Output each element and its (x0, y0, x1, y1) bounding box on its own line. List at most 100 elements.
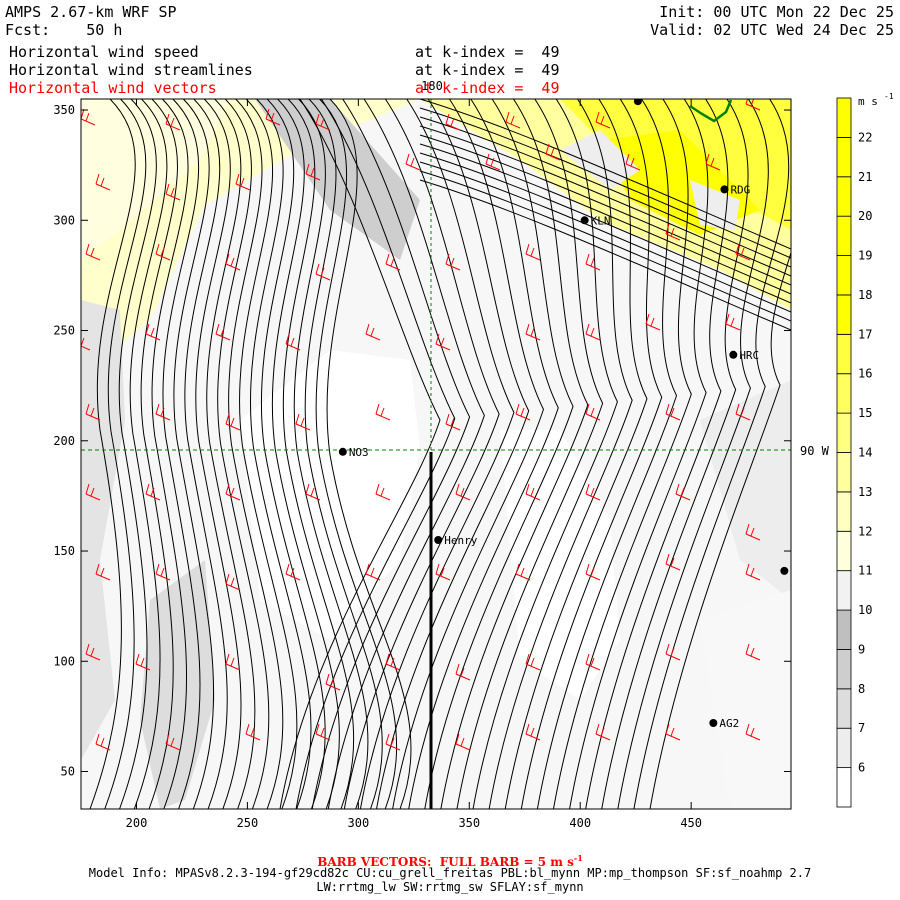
wind-barb (705, 153, 721, 171)
wind-barb (285, 333, 301, 351)
station-marker (780, 566, 789, 575)
streamline (195, 99, 242, 809)
streamline (392, 99, 545, 809)
wind-barb (285, 563, 301, 581)
streamline (419, 152, 791, 304)
streamline (456, 99, 604, 809)
wind-barb (315, 113, 331, 131)
wind-barb (145, 323, 161, 341)
map-panel: NO3 Henry KLN RDG HRC AG2 (81, 99, 791, 809)
x-tick-label: 400 (569, 816, 591, 830)
station-marker (434, 535, 443, 544)
coastline (689, 99, 733, 123)
wind-barb (365, 323, 381, 341)
wind-barb (645, 313, 661, 331)
wind-barb (735, 403, 751, 421)
wind-barb (85, 643, 101, 661)
wind-barb (385, 733, 401, 751)
streamline (419, 161, 791, 313)
streamline (536, 99, 678, 809)
forecast-hour: Fcst: 50 h (5, 21, 123, 39)
colorbar-label: 20 (858, 209, 872, 223)
wind-barb (155, 243, 171, 261)
colorbar-swatch (836, 333, 852, 375)
level-vectors: at k-index = 49 (415, 79, 560, 97)
colorbar-label: 9 (858, 642, 865, 656)
wind-barb (445, 413, 461, 431)
streamline (419, 107, 791, 259)
streamline (601, 99, 749, 809)
streamline (217, 99, 270, 809)
wind-barb (315, 263, 331, 281)
wind-barb (445, 253, 461, 271)
streamline (184, 99, 228, 809)
wind-barb (435, 563, 451, 581)
wind-barb (445, 113, 461, 131)
wind-barb (595, 723, 611, 741)
streamline (419, 170, 791, 322)
streamline (140, 99, 178, 809)
init-time: Init: 00 UTC Mon 22 Dec 25 (659, 3, 894, 21)
wind-barb (85, 483, 101, 501)
wind-barb (305, 483, 321, 501)
model-info: Model Info: MPASv8.2.3-194-gf29cd82c CU:… (88, 866, 812, 880)
streamline (326, 99, 412, 809)
speed-band-calm-east (500, 430, 620, 700)
wind-barb (745, 723, 761, 741)
colorbar-swatch (836, 688, 852, 729)
wind-barb (95, 173, 111, 191)
y-tick-label: 250 (53, 324, 75, 338)
streamline (343, 99, 500, 809)
wind-barb (585, 403, 601, 421)
speed-band-grey-ne-2 (690, 180, 740, 230)
y-tick-label: 200 (53, 434, 75, 448)
wind-barb (375, 403, 391, 421)
valid-time: Valid: 02 UTC Wed 24 Dec 25 (650, 21, 894, 39)
streamline (419, 143, 791, 295)
wind-barb (225, 653, 241, 671)
x-tick-label: 200 (126, 816, 148, 830)
wind-barb (245, 723, 261, 741)
wind-barb (85, 243, 101, 261)
wind-barb (305, 163, 321, 181)
station-marker (709, 719, 718, 728)
colorbar-swatch (836, 412, 852, 453)
colorbar-swatch (836, 294, 852, 335)
wind-barb (485, 153, 501, 171)
wind-barb (85, 403, 101, 421)
wind-barb (225, 253, 241, 271)
field-streamlines: Horizontal wind streamlines (9, 61, 253, 79)
colorbar-swatch (836, 649, 852, 690)
colorbar-label: 11 (858, 564, 872, 578)
speed-band-pale-se (700, 590, 791, 809)
wind-barb (745, 643, 761, 661)
colorbar-swatch (836, 255, 852, 296)
x-tick-label: 250 (237, 816, 259, 830)
streamline (162, 99, 201, 809)
streamline (419, 125, 791, 277)
colorbar-swatch (836, 215, 852, 256)
wind-barb (165, 183, 181, 201)
streamline (311, 99, 471, 809)
colorbar-label: 19 (858, 249, 872, 263)
streamline (228, 99, 284, 809)
streamline (419, 179, 791, 331)
colorbar-label: 14 (858, 446, 872, 460)
wind-barbs (81, 99, 761, 751)
map-frame (80, 98, 792, 810)
wind-barb (585, 563, 601, 581)
speed-band-grey-jet (255, 99, 420, 260)
streamline (617, 99, 769, 809)
grid-label-top: 180 (421, 79, 443, 93)
wind-barb (95, 733, 111, 751)
colorbar-label: 22 (858, 130, 872, 144)
wind-barb (515, 403, 531, 421)
colorbar-swatch (836, 136, 852, 178)
barb-legend: BARB VECTORS: FULL BARB = 5 m s-1 (0, 851, 900, 869)
colorbar-label: 10 (858, 603, 872, 617)
streamline (293, 99, 369, 809)
wind-barb (155, 403, 171, 421)
station-label: AG2 (719, 717, 739, 730)
wind-barb (625, 153, 641, 171)
colorbar-label: 6 (858, 761, 865, 775)
